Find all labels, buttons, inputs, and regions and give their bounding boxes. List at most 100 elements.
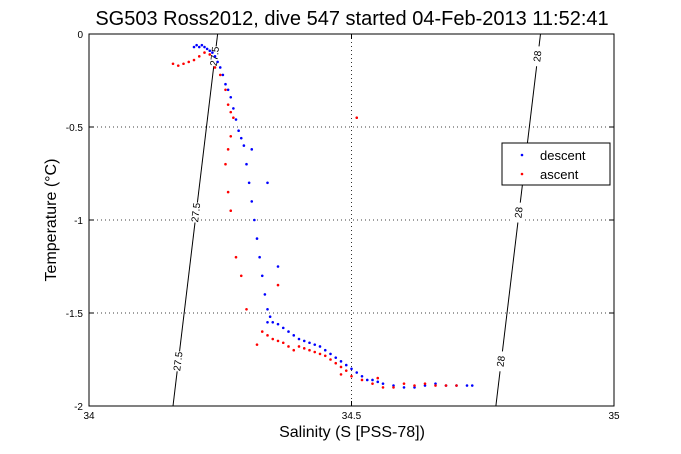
descent-point xyxy=(239,136,243,140)
descent-point xyxy=(232,107,235,110)
ascent-point xyxy=(287,345,290,348)
descent-point xyxy=(376,380,380,384)
descent-point xyxy=(250,148,254,151)
ascent-point xyxy=(344,369,348,372)
ascent-point xyxy=(360,378,364,382)
descent-point xyxy=(205,47,209,51)
descent-point xyxy=(334,356,338,359)
x-axis-label: Salinity (S [PSS-78]) xyxy=(279,424,425,441)
ascent-point xyxy=(239,274,243,278)
descent-point xyxy=(200,43,204,47)
descent-point xyxy=(402,386,406,389)
ascent-point xyxy=(260,330,264,333)
ascent-point xyxy=(313,350,317,354)
isopycnal-label: 27.5 xyxy=(172,351,185,372)
chart-title: SG503 Ross2012, dive 547 started 04-Feb-… xyxy=(95,8,608,30)
descent-point xyxy=(287,330,290,333)
isopycnal-label-group: 28 xyxy=(530,45,544,67)
descent-point xyxy=(329,352,332,356)
isopycnal-label: 28 xyxy=(532,50,544,63)
isopycnal-label-background xyxy=(494,350,508,372)
descent-point xyxy=(266,321,269,324)
ascent-point xyxy=(334,361,338,365)
isopycnal-label-background xyxy=(171,350,185,372)
ascent-point xyxy=(292,348,296,352)
descent-point xyxy=(224,82,227,86)
descent-point xyxy=(318,345,322,348)
descent-point xyxy=(247,181,251,185)
ascent-point xyxy=(381,386,385,389)
isopycnal-label-group: 28 xyxy=(494,350,508,372)
ascent-point xyxy=(308,348,311,352)
descent-point xyxy=(245,162,248,166)
ascent-point xyxy=(226,103,230,106)
x-tick-label: 34 xyxy=(83,411,95,422)
ascent-point xyxy=(229,135,233,138)
ascent-point xyxy=(318,352,322,356)
isopycnal-label-background xyxy=(189,201,203,224)
y-tick-label: -2 xyxy=(74,402,83,413)
descent-point xyxy=(216,60,219,64)
ascent-point xyxy=(376,376,380,380)
ascent-point xyxy=(297,345,301,348)
isopycnal-label: 27.5 xyxy=(190,202,203,223)
ascent-point xyxy=(224,162,227,166)
legend-box xyxy=(501,142,611,186)
ascent-point xyxy=(276,339,280,343)
descent-point xyxy=(365,378,369,382)
descent-point xyxy=(260,274,264,278)
x-tick-label: 34.5 xyxy=(342,411,362,422)
descent-point xyxy=(208,49,212,53)
descent-point xyxy=(258,255,261,259)
descent-point xyxy=(313,343,317,346)
isopycnal-label-group: 28 xyxy=(511,201,526,224)
ascent-point xyxy=(224,88,227,92)
legend: descent ascent xyxy=(501,142,611,186)
descent-point xyxy=(276,265,280,268)
y-tick-label: -1.5 xyxy=(66,309,84,320)
descent-point xyxy=(268,315,272,319)
descent-point xyxy=(297,337,301,341)
descent-point xyxy=(250,200,254,203)
axis-ticks: 34 34.5 35 -2 -1.5 -1 -0.5 0 xyxy=(66,30,620,422)
ascent-point xyxy=(171,62,175,66)
ascent-point xyxy=(350,374,353,378)
ascent-point xyxy=(281,341,285,345)
descent-point xyxy=(355,371,359,374)
isopycnal-label: 28 xyxy=(496,355,508,368)
ascent-point xyxy=(423,382,427,385)
descent-point xyxy=(226,88,230,92)
ascent-point xyxy=(255,343,259,346)
ascent-point xyxy=(266,334,269,337)
ascent-point xyxy=(213,66,217,69)
descent-point xyxy=(263,293,267,296)
ascent-point xyxy=(234,255,238,259)
isopycnal-label-background xyxy=(530,45,544,67)
ascent-point xyxy=(197,55,201,58)
descent-point xyxy=(213,55,217,58)
descent-point xyxy=(255,237,259,240)
ascent-point xyxy=(229,110,233,114)
ascent-point xyxy=(276,283,280,287)
descent-point xyxy=(211,51,214,54)
ascent-point xyxy=(232,116,235,119)
descent-point xyxy=(229,95,233,99)
descent-point xyxy=(434,382,437,385)
ascent-point xyxy=(302,347,306,350)
descent-point xyxy=(371,378,374,382)
descent-point xyxy=(195,43,198,47)
descent-point xyxy=(465,384,469,387)
ascent-point xyxy=(182,62,185,66)
descent-point xyxy=(253,218,256,222)
ascent-point xyxy=(402,382,406,385)
descent-point xyxy=(392,384,395,387)
ascent-point xyxy=(187,60,191,64)
legend-ascent-marker xyxy=(520,172,524,176)
ascent-point xyxy=(245,307,248,311)
legend-descent-label: descent xyxy=(540,148,586,163)
ascent-point xyxy=(226,148,230,151)
ascent-point xyxy=(339,373,343,376)
ascent-point xyxy=(355,116,359,119)
ascent-point xyxy=(229,209,233,212)
